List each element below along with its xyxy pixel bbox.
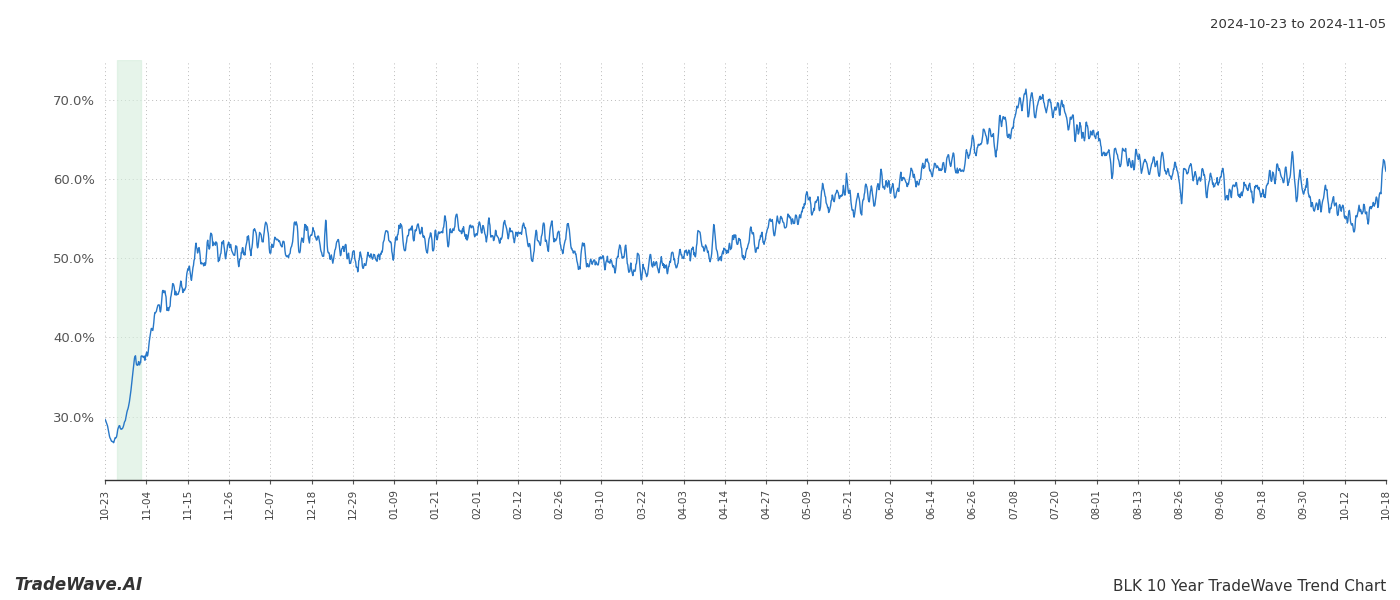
Text: 2024-10-23 to 2024-11-05: 2024-10-23 to 2024-11-05 (1210, 18, 1386, 31)
Text: TradeWave.AI: TradeWave.AI (14, 576, 143, 594)
Text: BLK 10 Year TradeWave Trend Chart: BLK 10 Year TradeWave Trend Chart (1113, 579, 1386, 594)
Bar (116, 60, 141, 480)
